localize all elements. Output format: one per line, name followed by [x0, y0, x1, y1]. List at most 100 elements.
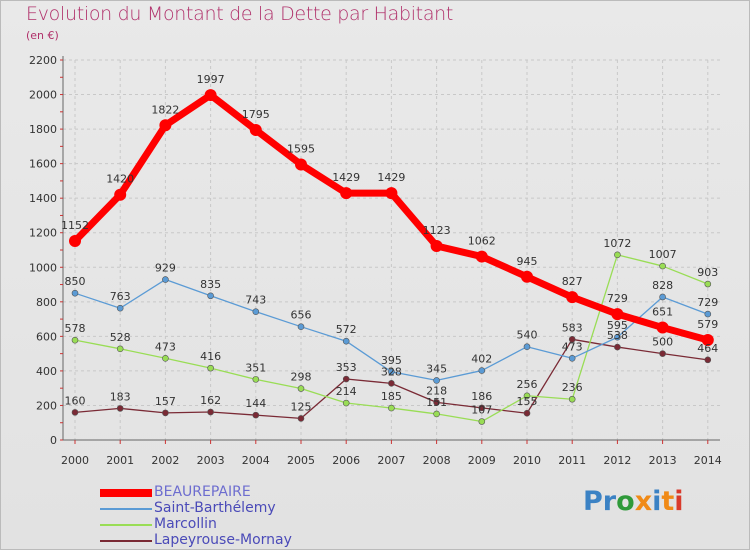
series-2-label-2013: 1007 [649, 248, 677, 261]
series-0-point-2008 [430, 240, 443, 253]
y-tick-label-1600: 1600 [29, 158, 57, 171]
series-1-point-2006 [342, 337, 350, 345]
x-tick-label-2014: 2014 [694, 454, 722, 467]
series-3-point-2003 [207, 408, 214, 416]
series-1-point-2000 [71, 289, 79, 297]
series-2-label-2001: 528 [110, 331, 131, 344]
legend-swatch-0 [100, 489, 152, 497]
y-tick-label-600: 600 [36, 330, 57, 343]
series-0-point-2007 [385, 187, 398, 200]
series-2-point-2002 [162, 354, 169, 362]
legend-label-0: BEAUREPAIRE [154, 484, 251, 500]
series-2-label-2007: 185 [381, 390, 402, 403]
series-2-label-2005: 298 [291, 371, 312, 384]
series-0-point-2000 [69, 235, 81, 248]
series-0-label-2013: 651 [652, 306, 673, 319]
series-2-label-2002: 473 [155, 340, 176, 353]
series-2-label-2003: 416 [200, 350, 221, 363]
series-3-point-2006 [342, 375, 350, 383]
chart-title: Evolution du Montant de la Dette par Hab… [26, 3, 454, 25]
series-3-label-2003: 162 [200, 394, 221, 407]
series-1-point-2013 [659, 293, 666, 301]
series-0-label-2004: 1795 [242, 108, 270, 121]
logo-letter: P [583, 486, 603, 517]
logo-letter: i [674, 486, 684, 517]
y-tick-label-1400: 1400 [29, 192, 57, 205]
series-0-label-2012: 729 [607, 292, 628, 305]
series-1-point-2011 [568, 354, 576, 362]
series-0-label-2008: 1123 [423, 224, 451, 237]
series-0-point-2006 [340, 187, 353, 200]
series-1-point-2003 [207, 292, 214, 300]
x-tick-label-2001: 2001 [106, 454, 134, 467]
series-0-point-2013 [656, 321, 669, 334]
series-2-point-2006 [342, 399, 350, 407]
x-tick-label-2013: 2013 [649, 454, 677, 467]
series-1-point-2009 [478, 367, 486, 374]
series-0-label-2010: 945 [517, 255, 538, 268]
x-tick-label-2002: 2002 [151, 454, 179, 467]
series-0-label-2006: 1429 [332, 171, 360, 184]
y-tick-label-800: 800 [36, 296, 57, 309]
y-tick-label-1800: 1800 [29, 123, 57, 136]
series-1-point-2002 [162, 276, 169, 283]
series-2-point-2013 [659, 262, 666, 270]
series-3-point-2002 [162, 409, 169, 417]
series-3-point-2004 [252, 411, 260, 419]
series-group [69, 89, 714, 425]
series-2-point-2009 [478, 418, 486, 425]
y-tick-label-200: 200 [36, 399, 57, 412]
series-3-point-2009 [478, 404, 486, 412]
legend-swatch-3 [100, 540, 152, 542]
y-tick-label-2000: 2000 [29, 89, 57, 102]
series-0-point-2014 [701, 333, 714, 346]
series-0-point-2009 [475, 250, 488, 263]
series-1-point-2001 [116, 304, 124, 312]
x-tick-label-2005: 2005 [287, 454, 315, 467]
series-0-point-2004 [249, 123, 262, 136]
series-0-label-2001: 1420 [106, 173, 134, 186]
series-3-label-2002: 157 [155, 395, 176, 408]
series-1-label-2002: 929 [155, 262, 176, 275]
series-2-point-2000 [71, 336, 79, 344]
series-1-point-2012 [614, 333, 621, 341]
series-2-label-2000: 578 [65, 322, 86, 335]
chart-unit-label: (en €) [26, 29, 59, 42]
data-labels: 1152 1420 1822 1997 1795 1595 1429 1429 1123 1062… [61, 73, 718, 416]
series-2-point-2003 [207, 364, 214, 372]
series-0-label-2002: 1822 [151, 103, 179, 116]
series-0-label-2000: 1152 [61, 219, 89, 232]
logo-letter: t [661, 486, 675, 517]
series-0-label-2011: 827 [562, 275, 583, 288]
series-2-point-2014 [704, 280, 712, 288]
series-3-label-2011: 583 [562, 321, 583, 334]
y-tick-label-2200: 2200 [29, 54, 57, 67]
series-1-label-2003: 835 [200, 278, 221, 291]
x-tick-label-2010: 2010 [513, 454, 541, 467]
series-1-label-2007: 395 [381, 354, 402, 367]
series-1-label-2004: 743 [245, 294, 266, 307]
series-3-point-2013 [659, 350, 666, 357]
series-3-point-2001 [116, 405, 124, 412]
x-tick-label-2008: 2008 [423, 454, 451, 467]
series-0-point-2012 [611, 308, 624, 321]
axes: 0 200 400 600 800 1000 1200 1400 1600 1800 2000 220… [29, 54, 722, 467]
x-tick-label-2007: 2007 [377, 454, 405, 467]
series-0-label-2007: 1429 [377, 171, 405, 184]
series-1-point-2008 [433, 377, 440, 384]
series-2-label-2012: 1072 [603, 237, 631, 250]
series-3-point-2010 [523, 409, 531, 417]
grid [63, 59, 720, 441]
series-0-label-2005: 1595 [287, 143, 315, 156]
series-1-label-2006: 572 [336, 323, 357, 336]
series-2-label-2006: 214 [336, 385, 357, 398]
series-3-point-2012 [614, 343, 621, 351]
series-2-point-2007 [388, 404, 395, 412]
x-tick-label-2012: 2012 [603, 454, 631, 467]
series-1-label-2005: 656 [291, 309, 312, 322]
series-1-label-2011: 473 [562, 340, 583, 353]
series-3-point-2011 [568, 335, 576, 343]
series-2-label-2014: 903 [697, 266, 718, 279]
series-3-point-2008 [433, 399, 440, 406]
x-tick-label-2011: 2011 [558, 454, 586, 467]
